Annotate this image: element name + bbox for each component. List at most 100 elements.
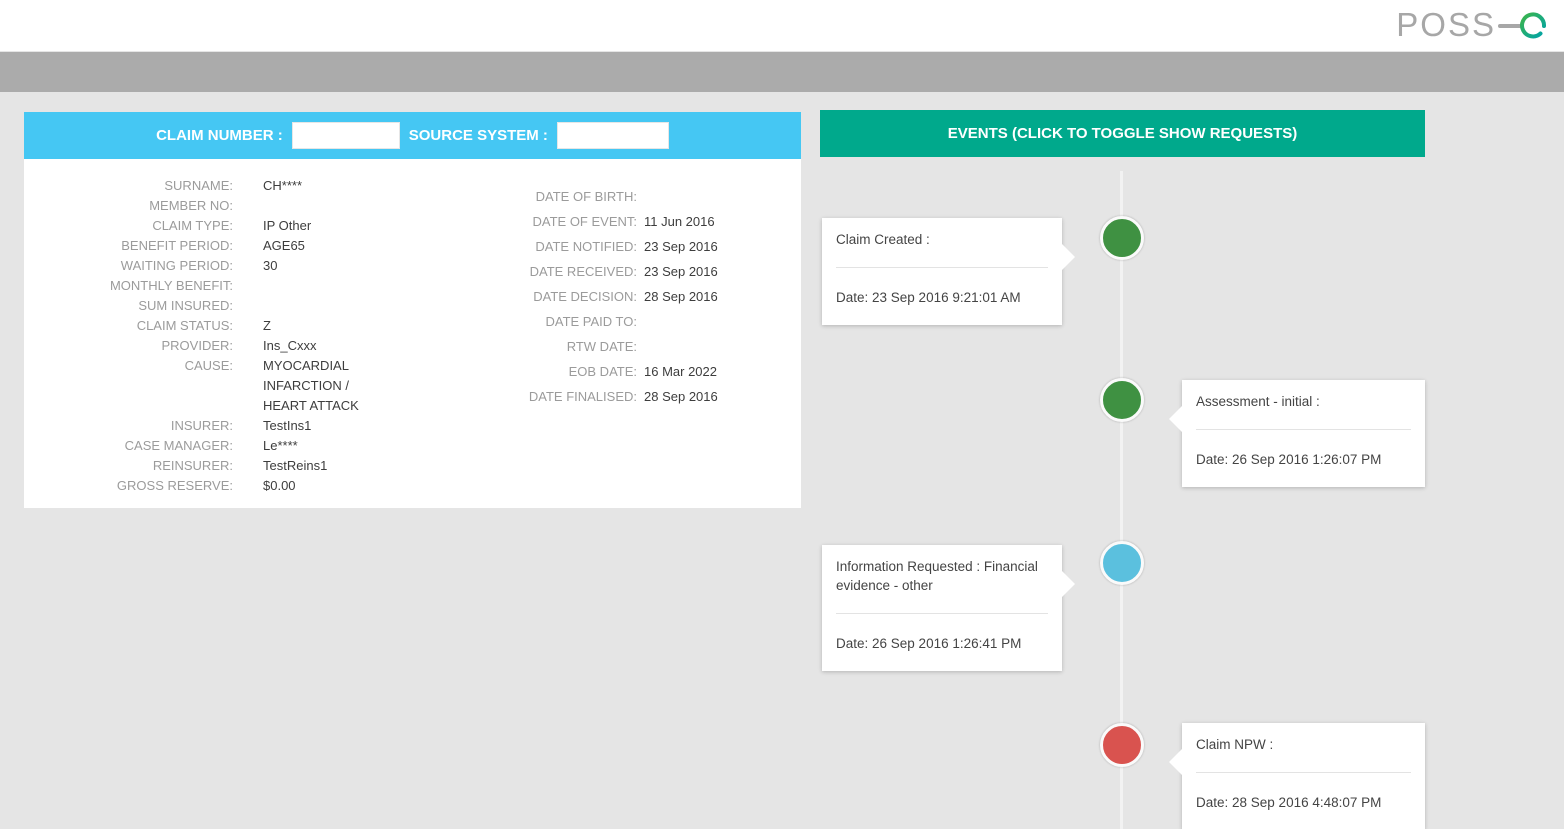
detail-row: DATE DECISION: 28 Sep 2016 [444,284,801,309]
claim-details-right-column: DATE OF BIRTH: DATE OF EVENT: 11 Jun 2016 D… [444,176,801,508]
event-card[interactable]: Assessment - initial : Date: 26 Sep 2016 … [1169,380,1425,487]
event-status-dot [1100,541,1144,585]
detail-label: EOB DATE: [568,364,637,379]
detail-label: DATE RECEIVED: [529,264,637,279]
detail-row: CLAIM TYPE: IP Other [24,216,444,236]
source-system-label: SOURCE SYSTEM : [408,127,548,144]
detail-label: RTW DATE: [566,339,637,354]
detail-value: 28 Sep 2016 [644,289,718,304]
detail-label: DATE NOTIFIED: [535,239,637,254]
detail-label: DATE FINALISED: [528,389,637,404]
logo-e-icon [1498,12,1547,39]
detail-row: RTW DATE: [444,334,801,359]
events-panel: EVENTS (CLICK TO TOGGLE SHOW REQUESTS) C… [820,110,1425,829]
detail-label: DATE OF BIRTH: [535,189,637,204]
detail-row: CLAIM STATUS: Z [24,316,444,336]
nav-bar [0,52,1564,92]
detail-row: CASE MANAGER: Le**** [24,436,444,456]
detail-label: WAITING PERIOD: [120,258,233,273]
detail-row: DATE NOTIFIED: 23 Sep 2016 [444,234,801,259]
detail-value [263,276,383,296]
detail-value [263,296,383,316]
event-card[interactable]: Information Requested : Financial eviden… [822,545,1075,671]
event-status-dot [1100,216,1144,260]
detail-label: MEMBER NO: [149,198,233,213]
event-status-dot [1100,723,1144,767]
event-card[interactable]: Claim Created : Date: 23 Sep 2016 9:21:01… [822,218,1075,325]
detail-value: TestReins1 [263,458,328,473]
detail-row: GROSS RESERVE: $0.00 [24,476,444,496]
detail-label: CASE MANAGER: [124,438,233,453]
claim-number-input[interactable] [291,122,400,149]
detail-value: Ins_Cxxx [263,338,317,353]
detail-value: IP Other [263,218,312,233]
detail-value: MYOCARDIAL INFARCTION / HEART ATTACK [263,358,359,413]
detail-value: 11 Jun 2016 [644,214,715,229]
detail-value: TestIns1 [263,418,312,433]
top-bar: POSS [0,0,1564,51]
detail-label: BENEFIT PERIOD: [121,238,233,253]
detail-value [263,196,383,216]
detail-label: INSURER: [170,418,233,433]
detail-value: Z [263,318,271,333]
detail-row: CAUSE: MYOCARDIAL INFARCTION / HEART ATTA… [24,356,444,416]
detail-row: SURNAME: CH**** [24,176,444,196]
claim-panel-header: CLAIM NUMBER : SOURCE SYSTEM : [24,112,801,159]
detail-value: 16 Mar 2022 [644,364,717,379]
posse-logo: POSS [1396,5,1550,45]
detail-label: MONTHLY BENEFIT: [109,278,233,293]
detail-value: Le**** [263,438,298,453]
claim-number-label: CLAIM NUMBER : [156,127,283,144]
detail-row: MEMBER NO: [24,196,444,216]
detail-value: 23 Sep 2016 [644,239,718,254]
event-title: Information Requested : Financial eviden… [836,559,1038,593]
card-divider [1196,772,1411,773]
detail-value: AGE65 [263,238,305,253]
detail-row: MONTHLY BENEFIT: [24,276,444,296]
detail-row: EOB DATE: 16 Mar 2022 [444,359,801,384]
detail-label: CLAIM TYPE: [152,218,233,233]
event-date: Date: 26 Sep 2016 1:26:41 PM [836,636,1022,651]
detail-label: DATE OF EVENT: [532,214,638,229]
detail-label: CAUSE: [184,358,233,373]
detail-value: 28 Sep 2016 [644,389,718,404]
event-date: Date: 26 Sep 2016 1:26:07 PM [1196,452,1382,467]
detail-value: CH**** [263,178,303,193]
detail-label: DATE DECISION: [533,289,637,304]
detail-label: SUM INSURED: [138,298,233,313]
detail-value: 23 Sep 2016 [644,264,718,279]
detail-row: DATE FINALISED: 28 Sep 2016 [444,384,801,409]
card-divider [836,613,1048,614]
detail-label: CLAIM STATUS: [136,318,233,333]
detail-value: $0.00 [263,478,296,493]
event-title: Claim Created : [836,232,930,247]
detail-row: PROVIDER: Ins_Cxxx [24,336,444,356]
detail-label: GROSS RESERVE: [116,478,233,493]
logo-text: POSS [1396,6,1496,43]
detail-row: WAITING PERIOD: 30 [24,256,444,276]
claim-summary-panel: CLAIM NUMBER : SOURCE SYSTEM : SURNAME: C… [24,112,801,508]
detail-row: REINSURER: TestReins1 [24,456,444,476]
source-system-input[interactable] [556,122,669,149]
card-divider [1196,429,1411,430]
detail-value: 30 [263,258,278,273]
detail-row: BENEFIT PERIOD: AGE65 [24,236,444,256]
event-date: Date: 28 Sep 2016 4:48:07 PM [1196,795,1382,810]
detail-label: DATE PAID TO: [545,314,637,329]
timeline-line [1120,171,1123,829]
claim-details-left-column: SURNAME: CH**** MEMBER NO: CLAIM TYPE: IP Ot… [24,176,444,508]
detail-row: SUM INSURED: [24,296,444,316]
detail-label: SURNAME: [164,178,233,193]
event-title: Assessment - initial : [1196,394,1320,409]
event-status-dot [1100,378,1144,422]
detail-row: DATE RECEIVED: 23 Sep 2016 [444,259,801,284]
card-divider [836,267,1048,268]
events-header-toggle[interactable]: EVENTS (CLICK TO TOGGLE SHOW REQUESTS) [820,110,1425,157]
event-card[interactable]: Claim NPW : Date: 28 Sep 2016 4:48:07 PM [1169,723,1425,829]
detail-row: INSURER: TestIns1 [24,416,444,436]
detail-row: DATE OF BIRTH: [444,184,801,209]
claim-details: SURNAME: CH**** MEMBER NO: CLAIM TYPE: IP Ot… [24,159,801,508]
detail-label: PROVIDER: [161,338,233,353]
detail-label: REINSURER: [152,458,233,473]
detail-row: DATE OF EVENT: 11 Jun 2016 [444,209,801,234]
